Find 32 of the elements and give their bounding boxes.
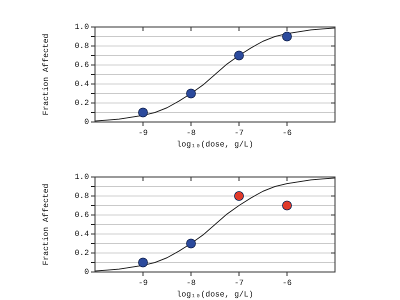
point (138, 258, 148, 268)
x-tick-label: -6 (282, 278, 292, 288)
x-tick-label: -8 (186, 128, 196, 138)
point (282, 32, 292, 42)
y-tick-label: 0.2 (74, 99, 90, 108)
y-tick-label: 0.8 (74, 42, 90, 52)
x-tick-label: -7 (234, 128, 244, 138)
y-tick-label: 1.0 (74, 23, 90, 32)
x-tick-label: -7 (234, 278, 244, 288)
point (234, 191, 244, 201)
y-axis-title: Fraction Affected (42, 34, 51, 116)
point (138, 108, 148, 118)
x-tick-label: -8 (186, 278, 196, 288)
point (282, 200, 292, 210)
x-tick-label: -9 (138, 278, 148, 288)
y-tick-label: 0.4 (74, 80, 90, 90)
y-tick-label: 0 (84, 118, 90, 128)
y-tick-label: 0.6 (74, 211, 90, 220)
y-tick-label: 0.4 (74, 230, 90, 240)
point (186, 88, 196, 98)
x-tick-label: -6 (282, 128, 292, 138)
x-tick-label: -9 (138, 128, 148, 138)
y-axis-title: Fraction Affected (42, 184, 51, 266)
x-axis-title: log₁₀(dose, g/L) (176, 290, 254, 300)
point (186, 238, 196, 248)
y-tick-label: 0 (84, 268, 90, 278)
y-tick-label: 0.2 (74, 249, 90, 258)
point (234, 50, 244, 60)
y-tick-label: 1.0 (74, 173, 90, 182)
y-tick-label: 0.6 (74, 61, 90, 70)
x-axis-title: log₁₀(dose, g/L) (176, 140, 254, 150)
y-tick-label: 0.8 (74, 192, 90, 202)
